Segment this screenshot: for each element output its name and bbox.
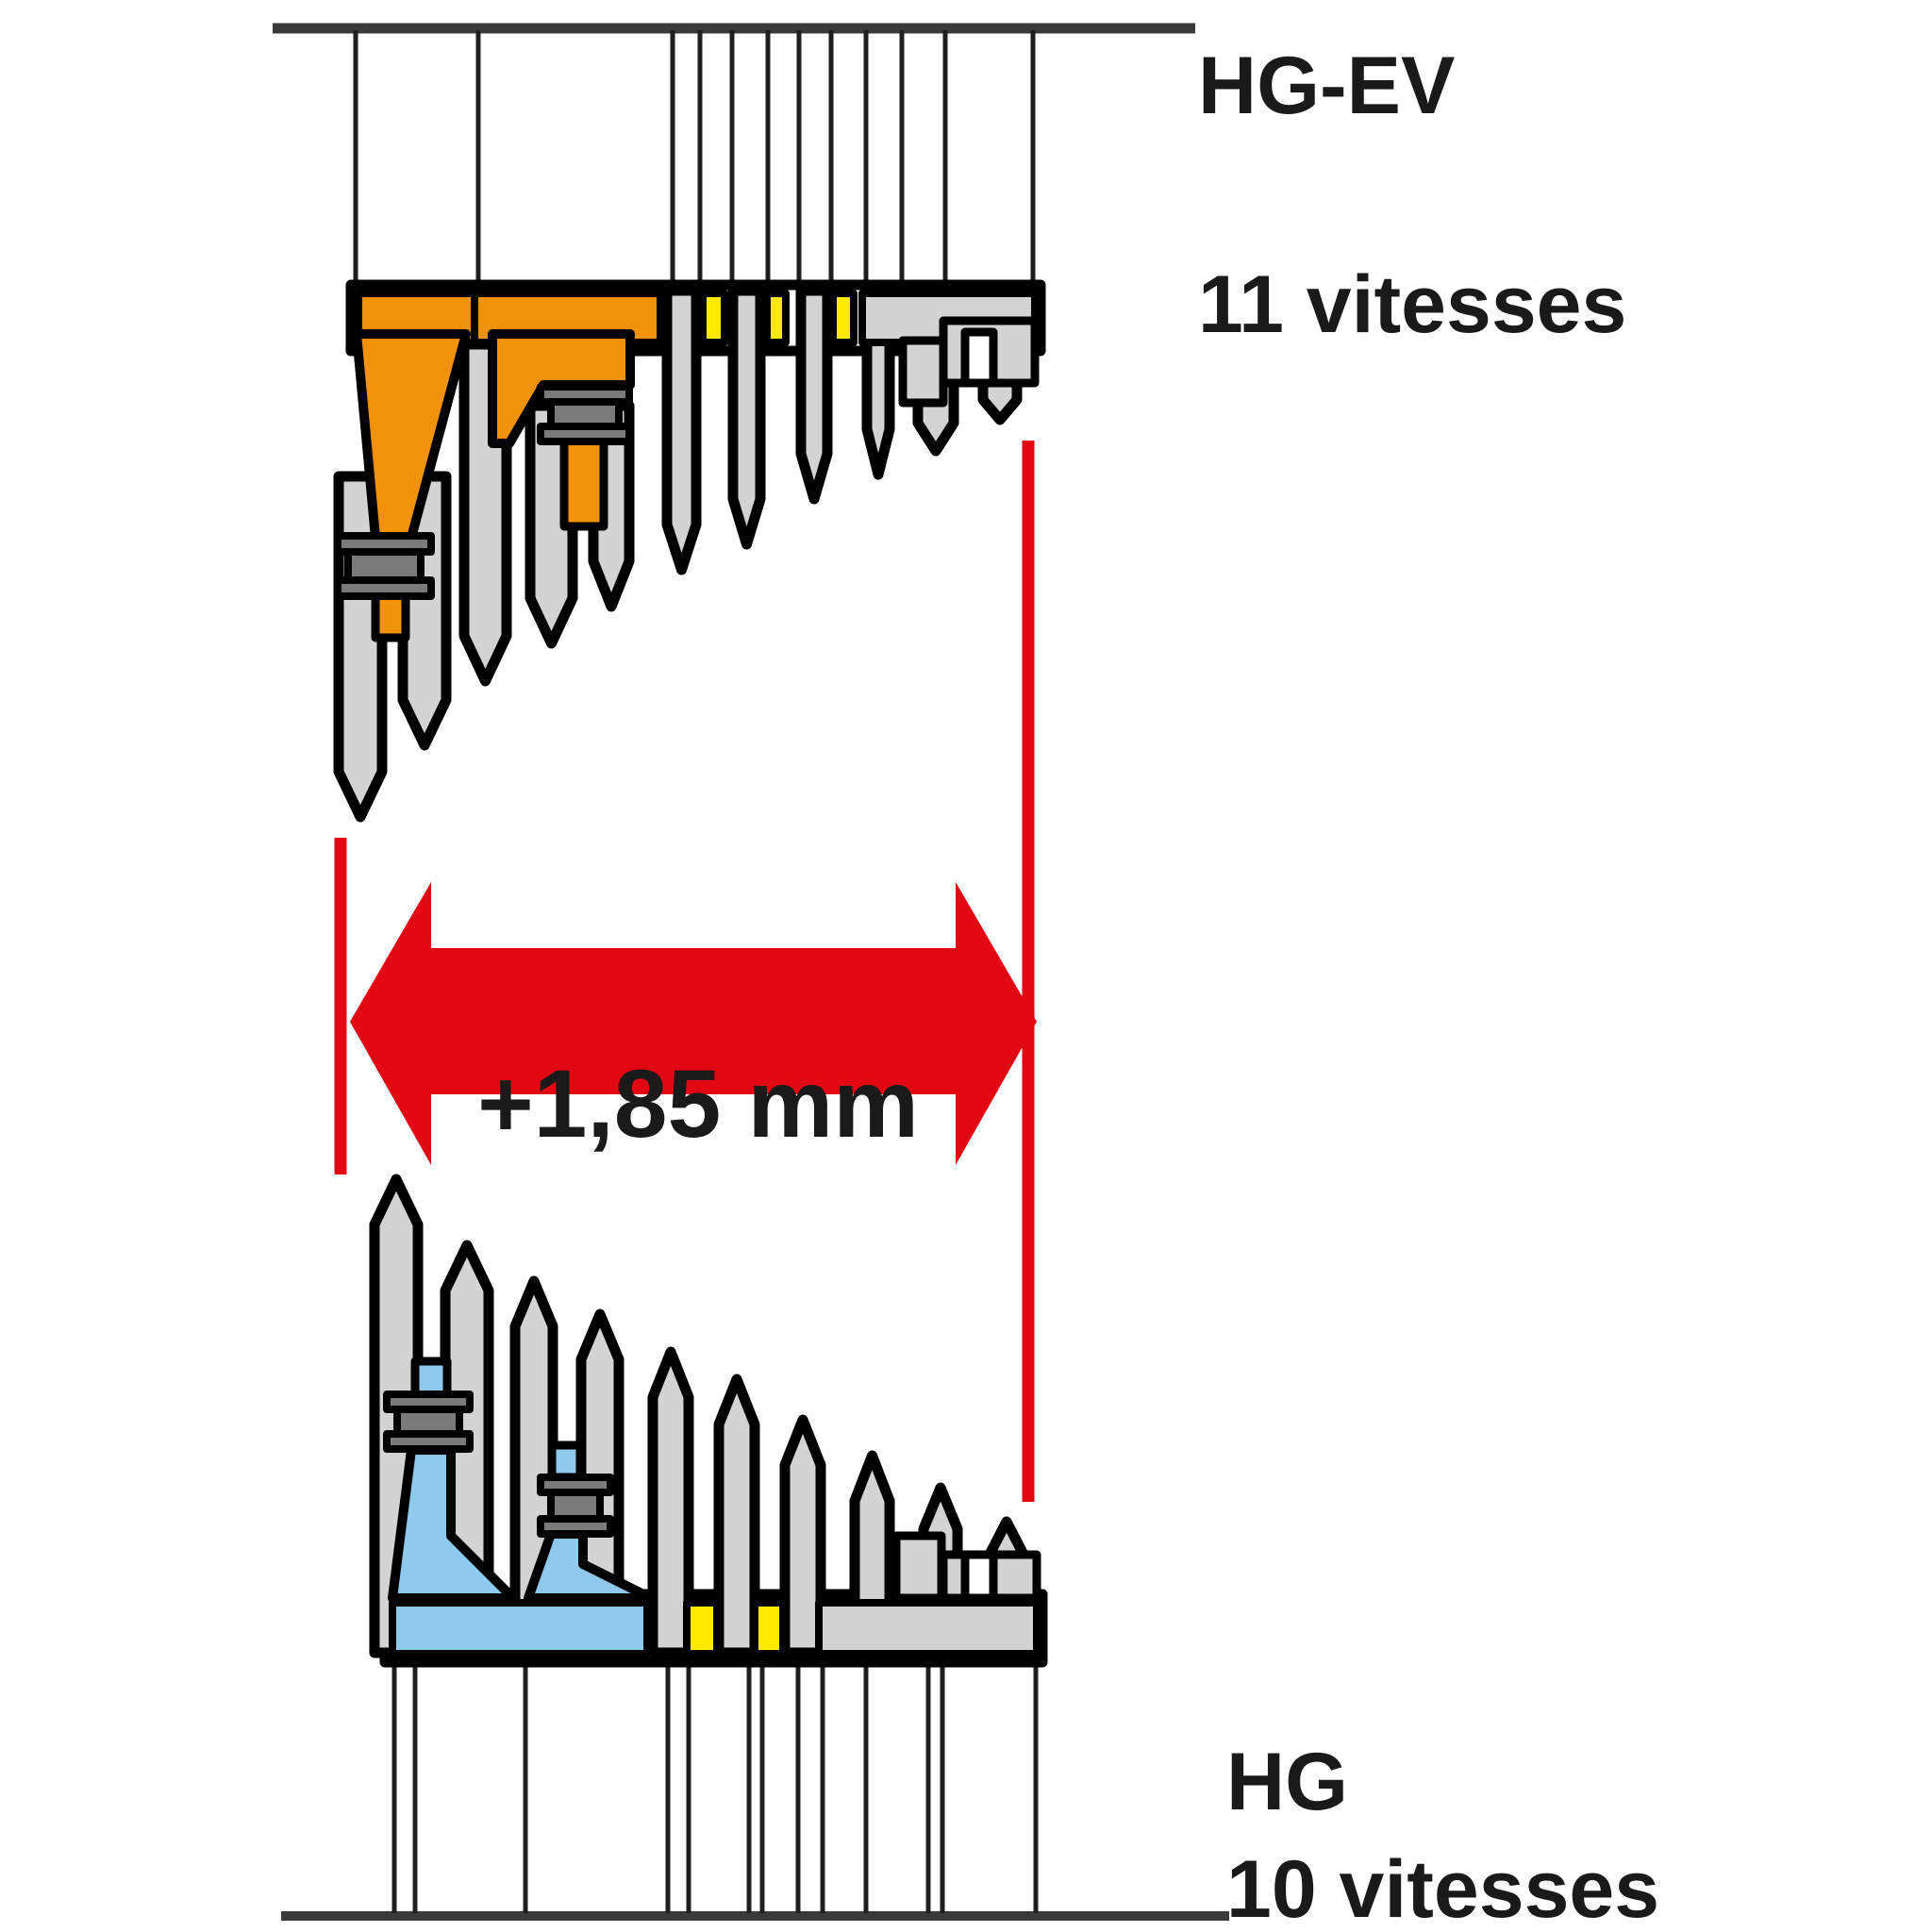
- spacer-rivet-bottom: [383, 1430, 474, 1453]
- width-arrow: [350, 882, 1037, 1165]
- sprocket-top: [661, 285, 702, 575]
- spider-patch-top: [559, 435, 608, 531]
- spacer-rivet-top: [344, 548, 425, 584]
- band-segment: [829, 290, 858, 346]
- band-segment: [699, 290, 728, 346]
- spacer-rivet-bottom: [537, 1515, 614, 1538]
- sprocket-top: [727, 285, 766, 550]
- step-block: [898, 336, 948, 408]
- spider-patch-bottom: [410, 1357, 452, 1400]
- spider-patch-bottom: [547, 1441, 585, 1482]
- sprocket-top: [795, 285, 833, 505]
- spacer-rivet-bottom: [547, 1489, 604, 1523]
- spider-arm-bottom: [388, 1445, 518, 1603]
- label-measurement: +1,85 mm: [477, 1050, 919, 1158]
- label-bottom-speeds: 10 vitesses: [1226, 1844, 1659, 1932]
- band-segment: [763, 290, 790, 346]
- label-bottom-system: HG: [1226, 1737, 1348, 1827]
- label-top-speeds: 11 vitesses: [1198, 259, 1626, 350]
- sprocket-bottom: [647, 1346, 694, 1658]
- band-segment: [815, 1599, 1041, 1657]
- label-top-system: HG-EV: [1198, 41, 1455, 131]
- band-segment: [751, 1599, 787, 1657]
- step-block: [891, 1531, 946, 1603]
- spacer-rivet-top: [537, 423, 633, 445]
- band-segment: [389, 1599, 651, 1657]
- spider-patch-top: [371, 590, 410, 642]
- diagram-shapes: [273, 23, 1229, 1921]
- band-segment: [683, 1599, 721, 1657]
- sprocket-bottom: [779, 1414, 826, 1658]
- sprocket-bottom: [713, 1374, 760, 1658]
- spacer-rivet-top: [334, 576, 435, 600]
- step-notch: [960, 1550, 998, 1603]
- step-notch: [960, 327, 998, 388]
